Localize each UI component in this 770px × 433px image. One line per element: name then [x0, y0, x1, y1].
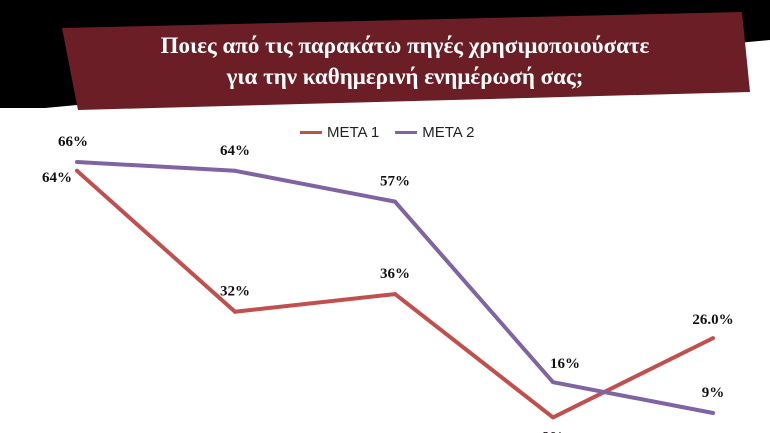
banner-maroon-shape [62, 12, 750, 110]
series-2-data-label-4: 16% [550, 356, 580, 372]
chart-title-line-1: Ποιες από τις παρακάτω πηγές χρησιμοποιο… [160, 33, 650, 58]
series-1-point-5 [711, 336, 715, 341]
series-2-point-5 [711, 411, 715, 415]
series-1-data-label-5: 26.0% [692, 312, 733, 328]
series-1-point-2 [233, 309, 237, 314]
title-banner [0, 0, 770, 110]
series-2-point-4 [551, 380, 555, 385]
series-2-data-label-3: 57% [380, 174, 410, 190]
series-2-point-3 [393, 199, 397, 204]
series-2-data-label-5: 9% [702, 385, 725, 401]
series-1-data-label-4: 8% [542, 429, 565, 433]
legend-swatch-series-1 [300, 131, 322, 134]
series-1-data-label-1: 64% [42, 170, 72, 186]
chart-title-line-2: για την καθημερινή ενημέρωσή σας; [226, 64, 584, 89]
series-1-point-3 [393, 292, 397, 297]
chart-legend: ΜΕΤΑ 1 ΜΕΤΑ 2 [300, 124, 491, 141]
series-1-point-1 [75, 168, 79, 173]
series-1-data-label-3: 36% [380, 266, 410, 282]
series-1-point-4 [551, 415, 555, 420]
legend-label-series-2: ΜΕΤΑ 2 [422, 124, 475, 141]
series-2-point-1 [75, 160, 79, 164]
chart-title: Ποιες από τις παρακάτω πηγές χρησιμοποιο… [60, 30, 750, 92]
legend-item-series-2: ΜΕΤΑ 2 [395, 124, 475, 141]
series-2-data-label-2: 64% [220, 143, 250, 159]
legend-label-series-1: ΜΕΤΑ 1 [327, 124, 380, 141]
legend-swatch-series-2 [395, 131, 418, 134]
series-2-data-label-1: 66% [58, 134, 88, 150]
series-2-point-2 [233, 168, 237, 173]
legend-item-series-1: ΜΕΤΑ 1 [300, 124, 379, 141]
series-1-data-label-2: 32% [220, 284, 250, 300]
